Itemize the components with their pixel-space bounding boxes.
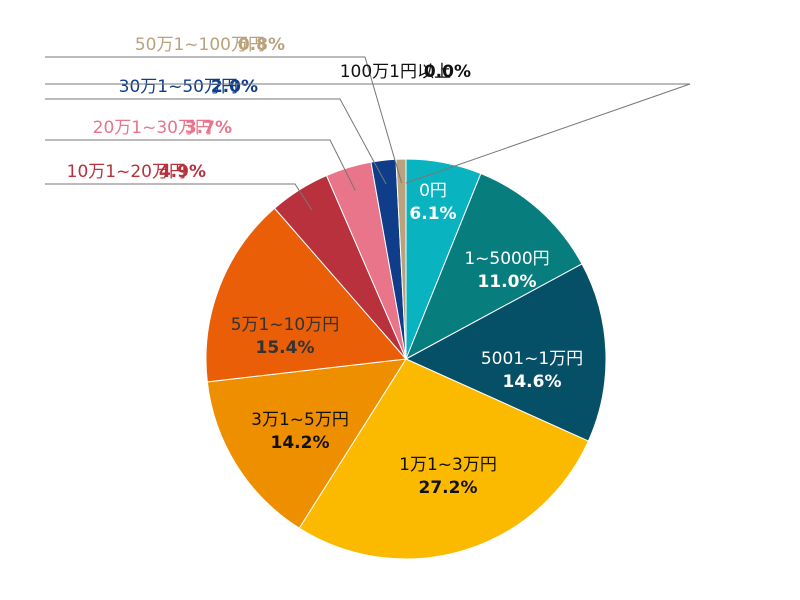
pie-slice-2 xyxy=(404,263,607,442)
leader-line-6 xyxy=(45,183,313,211)
pie-slice-4 xyxy=(206,358,407,529)
slice-label-8: 30万1~50万円 xyxy=(119,77,238,97)
slice-value-10: 0.0% xyxy=(424,62,471,82)
slice-value-7: 3.7% xyxy=(185,118,232,138)
slice-label-9: 50万1~100万円 xyxy=(135,35,265,55)
pie-slice-5 xyxy=(205,207,408,383)
pie-slice-3 xyxy=(298,358,590,560)
slice-value-2: 14.6% xyxy=(503,372,562,392)
slice-value-6: 4.9% xyxy=(159,162,206,182)
slice-label-0: 0円 xyxy=(419,181,447,201)
slice-value-5: 15.4% xyxy=(256,338,315,358)
slice-label-5: 5万1~10万円 xyxy=(231,315,340,335)
slice-label-6: 10万1~20万円 xyxy=(67,162,186,182)
leader-line-8 xyxy=(45,98,387,185)
slice-value-8: 2.0% xyxy=(211,77,258,97)
leader-line-7 xyxy=(45,139,356,191)
slice-value-4: 14.2% xyxy=(271,433,330,453)
leader-line-9 xyxy=(45,56,403,184)
slice-label-4: 3万1~5万円 xyxy=(251,410,349,430)
slice-value-0: 6.1% xyxy=(409,204,456,224)
slice-label-1: 1~5000円 xyxy=(464,249,549,269)
slice-label-3: 1万1~3万円 xyxy=(399,455,497,475)
pie-slice-9 xyxy=(395,158,407,360)
slice-label-10: 100万1円以上 xyxy=(340,62,451,82)
slice-value-3: 27.2% xyxy=(419,478,478,498)
pie-slice-1 xyxy=(405,172,583,361)
slice-value-9: 0.8% xyxy=(238,35,285,55)
leader-line-10 xyxy=(45,83,691,184)
slice-label-2: 5001~1万円 xyxy=(481,349,583,369)
slice-label-7: 20万1~30万円 xyxy=(93,118,212,138)
slice-value-1: 11.0% xyxy=(478,272,537,292)
